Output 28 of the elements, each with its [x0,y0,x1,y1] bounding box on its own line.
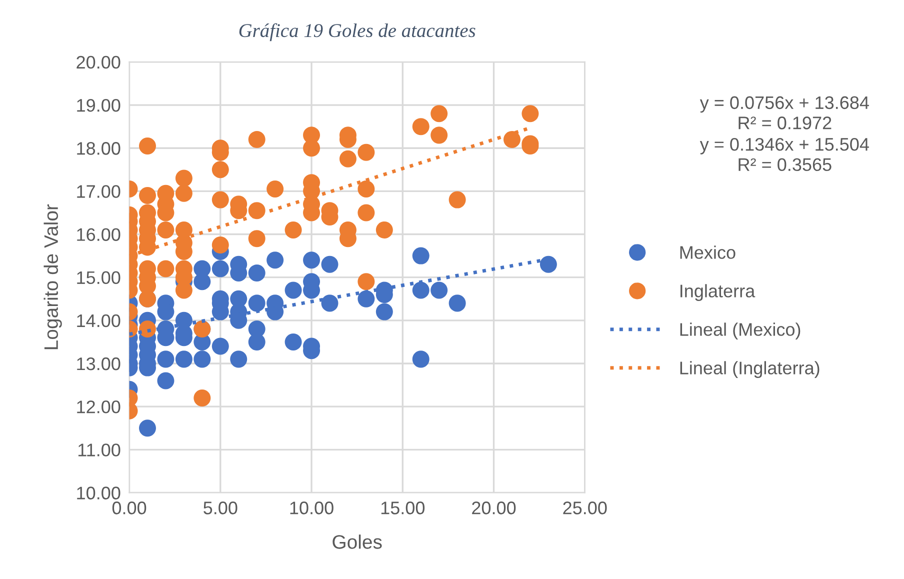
y-tick-label: 10.00 [77,486,120,500]
y-axis-title: Logarito de Valor [44,204,62,350]
legend-label: Mexico [680,246,736,259]
x-tick-label: 15.00 [381,502,425,514]
y-tick-label: 14.00 [77,314,120,328]
y-tick-label: 19.00 [77,98,120,112]
y-tick-label: 11.00 [78,444,120,456]
y-tick-label: 20.00 [76,56,120,69]
x-tick-label: 0.00 [112,502,146,514]
y-tick-label: 12.00 [77,400,120,414]
x-tick-label: 20.00 [472,502,516,514]
y-tick-label: 13.00 [77,357,120,370]
legend-label: Lineal (Inglaterra) [680,361,820,378]
y-tick-label: 15.00 [77,271,120,284]
text: R² = 0.3565 [738,158,832,172]
x-axis-title: Goles [332,534,382,549]
x-tick-label: 10.00 [290,502,334,514]
chart-title: Gráfica 19 Goles de atacantes [239,23,476,42]
y-tick-label: 17.00 [77,185,120,198]
legend-label: Inglaterra [680,284,756,301]
text: y = 0.0756x + 13.684 [700,96,869,113]
text: R² = 0.1972 [738,116,832,130]
y-tick-label: 16.00 [77,228,120,241]
x-tick-label: 5.00 [204,502,238,514]
x-tick-label: 25.00 [563,502,607,514]
text: y = 0.1346x + 15.504 [700,138,869,154]
y-tick-label: 18.00 [77,142,120,155]
legend-label: Lineal (Mexico) [680,322,800,340]
